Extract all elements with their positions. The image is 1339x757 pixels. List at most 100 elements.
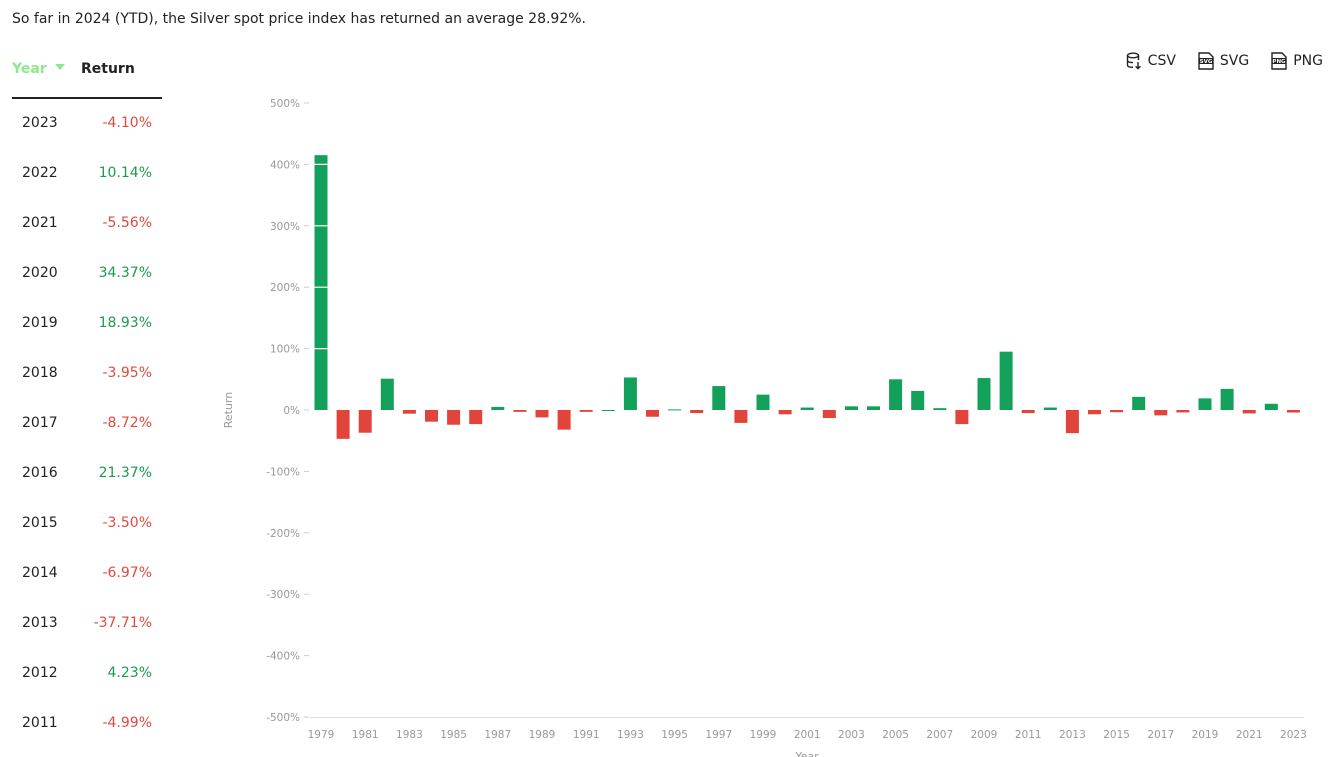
bar-1982 bbox=[380, 378, 394, 410]
bar-1989 bbox=[535, 410, 549, 418]
bar-2019 bbox=[1198, 398, 1212, 410]
bar-2004 bbox=[867, 406, 880, 410]
svg-export-button[interactable]: SVG SVG bbox=[1198, 52, 1249, 70]
y-tick-label: -300% bbox=[266, 589, 300, 601]
bar-1987 bbox=[491, 406, 505, 410]
x-axis-title: Year bbox=[794, 750, 819, 757]
bar-2022 bbox=[1264, 403, 1278, 410]
bar-1985 bbox=[447, 410, 461, 425]
bar-2001 bbox=[800, 407, 814, 410]
x-tick-label: 2019 bbox=[1192, 729, 1219, 741]
table-row: 2012 4.23% bbox=[12, 649, 162, 699]
row-return: -5.56% bbox=[102, 215, 152, 231]
x-tick-label: 1999 bbox=[750, 729, 777, 741]
x-tick-label: 1985 bbox=[440, 729, 467, 741]
bar-1980 bbox=[336, 410, 350, 439]
bar-2008 bbox=[955, 410, 969, 425]
row-year: 2023 bbox=[22, 115, 58, 131]
bar-2017 bbox=[1154, 410, 1168, 416]
x-tick-label: 2013 bbox=[1059, 729, 1086, 741]
row-year: 2017 bbox=[22, 415, 58, 431]
x-tick-label: 1997 bbox=[705, 729, 732, 741]
bar-1997 bbox=[712, 386, 726, 410]
x-tick-label: 1987 bbox=[484, 729, 511, 741]
row-return: 18.93% bbox=[98, 315, 152, 331]
x-tick-label: 2003 bbox=[838, 729, 865, 741]
table-row: 2021 -5.56% bbox=[12, 199, 162, 249]
y-tick-label: 0% bbox=[283, 405, 300, 417]
bar-1986 bbox=[469, 410, 483, 425]
export-toolbar: CSV SVG SVG PNG PNG bbox=[1126, 52, 1323, 70]
bar-2007 bbox=[933, 408, 947, 410]
bar-1999 bbox=[756, 394, 770, 410]
svg-text:PNG: PNG bbox=[1273, 59, 1287, 65]
csv-label: CSV bbox=[1147, 53, 1176, 69]
bar-1995 bbox=[668, 409, 682, 411]
y-tick-label: -400% bbox=[266, 651, 300, 663]
row-year: 2016 bbox=[22, 465, 58, 481]
row-year: 2012 bbox=[22, 665, 58, 681]
png-file-icon: PNG bbox=[1271, 52, 1287, 70]
png-export-button[interactable]: PNG PNG bbox=[1271, 52, 1323, 70]
bar-1979 bbox=[314, 155, 328, 410]
returns-table: Year Return 2023 -4.10% 2022 10.14% 2021 -5.5… bbox=[12, 50, 162, 749]
year-column-header[interactable]: Year bbox=[12, 61, 65, 77]
table-row: 2018 -3.95% bbox=[12, 349, 162, 399]
row-return: 4.23% bbox=[107, 665, 152, 681]
return-column-header[interactable]: Return bbox=[81, 61, 135, 77]
row-year: 2018 bbox=[22, 365, 58, 381]
row-return: -3.50% bbox=[102, 515, 152, 531]
table-row: 2017 -8.72% bbox=[12, 399, 162, 449]
table-row: 2023 -4.10% bbox=[12, 99, 162, 149]
row-year: 2015 bbox=[22, 515, 58, 531]
table-row: 2011 -4.99% bbox=[12, 699, 162, 749]
bar-2021 bbox=[1242, 410, 1256, 414]
x-tick-label: 1979 bbox=[308, 729, 335, 741]
bar-1994 bbox=[646, 410, 659, 417]
y-tick-label: 300% bbox=[270, 221, 300, 233]
table-row: 2019 18.93% bbox=[12, 299, 162, 349]
y-tick-label: 400% bbox=[270, 159, 300, 171]
row-return: -8.72% bbox=[102, 415, 152, 431]
x-tick-label: 2015 bbox=[1103, 729, 1130, 741]
row-return: -6.97% bbox=[102, 565, 152, 581]
x-tick-label: 1981 bbox=[352, 729, 379, 741]
bar-2018 bbox=[1176, 410, 1190, 413]
x-tick-label: 2021 bbox=[1236, 729, 1263, 741]
bar-2014 bbox=[1088, 410, 1101, 415]
y-axis-title: Return bbox=[222, 392, 235, 429]
bar-1993 bbox=[623, 377, 637, 410]
row-year: 2011 bbox=[22, 715, 58, 731]
x-tick-label: 1983 bbox=[396, 729, 423, 741]
bar-2000 bbox=[778, 410, 792, 415]
row-return: -4.10% bbox=[102, 115, 152, 131]
bar-2020 bbox=[1220, 388, 1234, 410]
png-label: PNG bbox=[1293, 53, 1323, 69]
bar-2015 bbox=[1110, 410, 1124, 413]
bar-2023 bbox=[1286, 410, 1300, 413]
x-tick-label: 2009 bbox=[971, 729, 998, 741]
bar-2013 bbox=[1065, 410, 1079, 434]
x-tick-label: 2011 bbox=[1015, 729, 1042, 741]
bar-2003 bbox=[844, 406, 858, 410]
row-year: 2022 bbox=[22, 165, 58, 181]
bar-2009 bbox=[977, 378, 991, 410]
sort-down-icon bbox=[54, 64, 65, 70]
bar-1992 bbox=[601, 410, 615, 411]
row-year: 2020 bbox=[22, 265, 58, 281]
csv-export-button[interactable]: CSV bbox=[1126, 52, 1176, 70]
bar-1984 bbox=[425, 410, 438, 422]
database-download-icon bbox=[1126, 52, 1142, 70]
y-tick-label: 200% bbox=[270, 282, 300, 294]
row-year: 2013 bbox=[22, 615, 58, 631]
bar-2005 bbox=[889, 379, 903, 410]
bar-2011 bbox=[1021, 410, 1035, 414]
bar-1990 bbox=[557, 410, 571, 430]
y-tick-label: -200% bbox=[266, 528, 300, 540]
x-tick-label: 2023 bbox=[1280, 729, 1307, 741]
row-year: 2014 bbox=[22, 565, 58, 581]
y-tick-label: -100% bbox=[266, 466, 300, 478]
bar-1996 bbox=[690, 410, 704, 414]
year-header-label: Year bbox=[12, 61, 47, 77]
